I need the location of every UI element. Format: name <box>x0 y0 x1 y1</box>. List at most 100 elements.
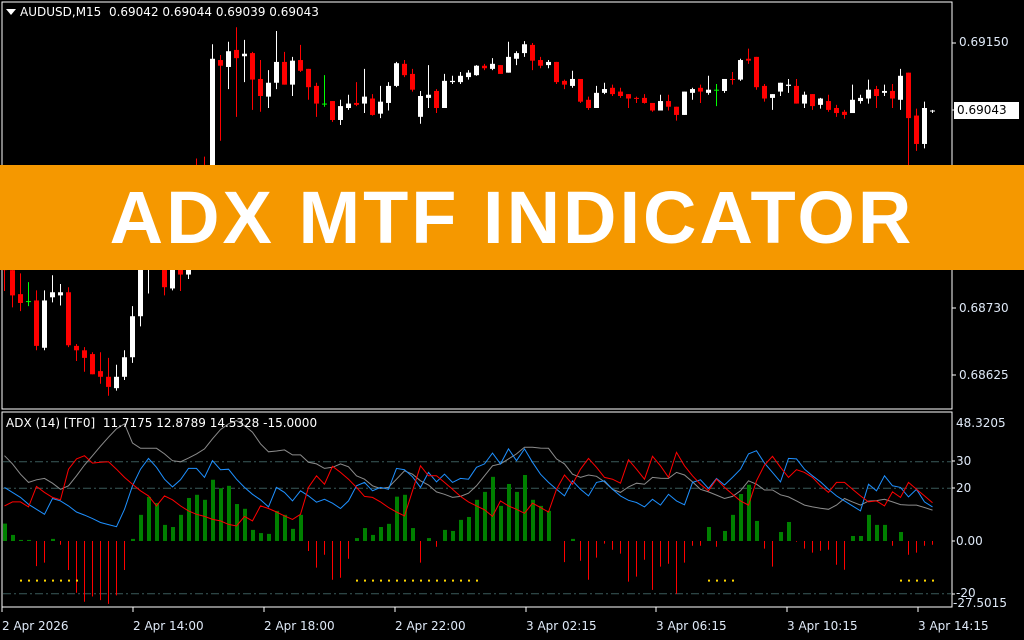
signal-dot <box>716 579 718 582</box>
candle-body <box>442 80 447 108</box>
candle-body <box>634 97 639 99</box>
ohlc-values: 0.69042 0.69044 0.69039 0.69043 <box>108 5 319 19</box>
candle-body <box>722 78 727 91</box>
signal-dot <box>452 579 454 582</box>
histogram-bar-positive <box>403 494 407 541</box>
price-tick-label: 0.68625 <box>959 368 1009 382</box>
signal-dot <box>916 579 918 582</box>
histogram-bar-positive <box>755 520 759 541</box>
indicator-min-label: -27.5015 <box>953 596 1007 610</box>
candle-body <box>66 292 71 346</box>
signal-dot <box>28 579 30 582</box>
signal-dot <box>20 579 22 582</box>
candle-body <box>866 89 871 99</box>
candle-body <box>58 292 63 296</box>
candle-body <box>906 72 911 119</box>
histogram-bar-positive <box>483 491 487 541</box>
candle-body <box>338 106 343 120</box>
histogram-bar-positive <box>475 499 479 541</box>
signal-dot <box>924 579 926 582</box>
candle-body <box>362 96 367 104</box>
signal-dot <box>412 579 414 582</box>
candle-body <box>530 44 535 61</box>
candle-body <box>626 94 631 99</box>
signal-dot <box>732 579 734 582</box>
candle-body <box>874 89 879 97</box>
histogram-bar-positive <box>299 514 303 541</box>
histogram-bar-positive <box>187 497 191 541</box>
candle-body <box>10 270 15 296</box>
indicator-max-label: 48.3205 <box>956 416 1006 430</box>
candle-body <box>794 85 799 104</box>
histogram-bar-positive <box>195 494 199 541</box>
candle-body <box>578 78 583 102</box>
signal-dot <box>724 579 726 582</box>
candle-body <box>458 75 463 83</box>
candle-body <box>34 300 39 346</box>
candle-body <box>266 82 271 97</box>
indicator-level-label: 30 <box>956 454 972 468</box>
candles <box>2 27 935 396</box>
histogram-bar-positive <box>211 479 215 541</box>
candle-body <box>50 292 55 298</box>
signal-dot <box>908 579 910 582</box>
candle-body <box>306 68 311 88</box>
histogram-bar-positive <box>539 505 543 541</box>
histogram-bar-positive <box>739 494 743 541</box>
histogram-bar-positive <box>395 496 399 541</box>
candle-body <box>706 89 711 93</box>
candle-body <box>602 89 607 93</box>
signal-dot <box>388 579 390 582</box>
symbol-timeframe: AUDUSD,M15 <box>20 5 102 19</box>
candle-body <box>322 103 327 105</box>
signal-dot <box>420 579 422 582</box>
histogram-bar-positive <box>875 524 879 541</box>
candle-body <box>594 92 599 108</box>
indicator-levels <box>3 461 951 595</box>
candle-body <box>450 80 455 83</box>
candle-body <box>90 354 95 375</box>
candle-body <box>506 56 511 73</box>
histogram-bar-positive <box>27 539 31 541</box>
chart-menu-triangle-icon[interactable] <box>6 9 16 15</box>
candle-body <box>418 96 423 117</box>
histogram-bar-positive <box>491 476 495 541</box>
histogram-bar-positive <box>411 528 415 541</box>
histogram-bar-positive <box>267 533 271 541</box>
candle-body <box>754 56 759 88</box>
histogram-bar-positive <box>899 532 903 541</box>
candle-body <box>274 61 279 83</box>
candle-body <box>914 115 919 144</box>
histogram-bar-positive <box>243 508 247 541</box>
candle-body <box>242 53 247 57</box>
candle-body <box>98 371 103 377</box>
histogram-bar-positive <box>731 514 735 541</box>
candle-body <box>42 300 47 348</box>
histogram-bar-positive <box>3 523 7 541</box>
candle-body <box>658 101 663 111</box>
histogram-bar-positive <box>227 485 231 541</box>
candle-body <box>258 78 263 97</box>
time-tick-label: 3 Apr 10:15 <box>787 619 858 633</box>
candle-body <box>74 345 79 351</box>
candle-body <box>210 58 215 191</box>
candle-body <box>522 44 527 54</box>
candle-body <box>778 82 783 92</box>
adx-lines <box>4 420 933 528</box>
histogram-bar-positive <box>131 538 135 541</box>
signal-dot <box>468 579 470 582</box>
candle-body <box>354 102 359 105</box>
signal-dot <box>76 579 78 582</box>
histogram-bar-positive <box>219 488 223 541</box>
candle-body <box>106 376 111 387</box>
signal-dot <box>428 579 430 582</box>
candle-body <box>290 60 295 85</box>
indicator-level-label: 20 <box>956 481 972 495</box>
histogram-bar-positive <box>459 519 463 541</box>
signal-dots <box>20 579 934 582</box>
histogram-bar-positive <box>171 527 175 541</box>
candle-body <box>554 61 559 83</box>
candle-body <box>826 101 831 110</box>
